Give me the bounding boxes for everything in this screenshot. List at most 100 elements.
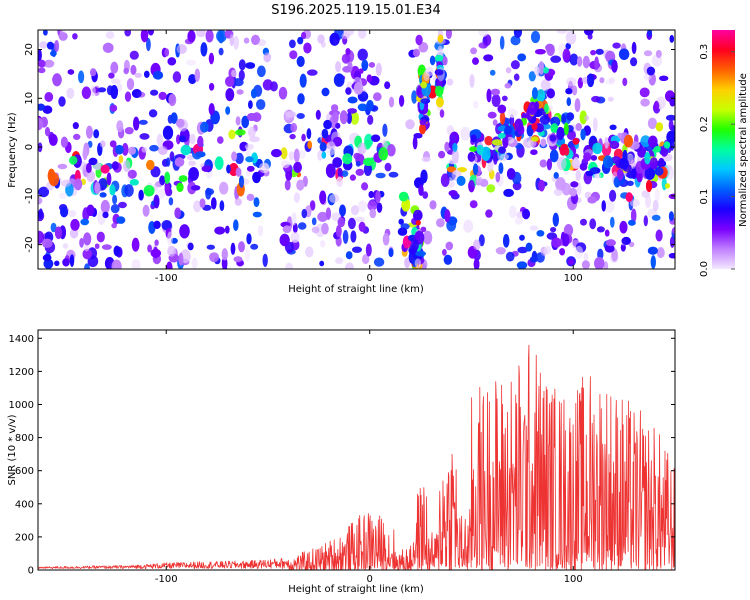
spectrogram-cell — [529, 225, 539, 231]
spectrogram-cell — [69, 155, 78, 165]
spectrogram-cell — [490, 88, 500, 96]
y-tick-label: 1200 — [9, 367, 34, 378]
spectrogram-cell — [636, 170, 643, 183]
spectrogram-cell — [643, 215, 648, 227]
spectrogram-cell — [429, 55, 436, 66]
spectrogram-cell — [235, 129, 246, 136]
spectrogram-cell — [384, 162, 392, 172]
spectrogram-cell — [319, 142, 327, 152]
spectrogram-cell — [235, 167, 242, 177]
spectrogram-cell — [98, 178, 108, 191]
spectrogram-cell — [533, 65, 540, 76]
spectrogram-cell — [306, 128, 312, 140]
spectrogram-cell — [619, 220, 628, 234]
spectrogram-cell — [646, 66, 656, 76]
spectrogram-cell — [219, 181, 229, 195]
spectrogram-cell — [323, 119, 332, 130]
spectrogram-cell — [579, 162, 588, 171]
spectrogram-cell — [622, 77, 628, 87]
spectrogram-cell — [73, 133, 81, 140]
spectrogram-cell — [70, 219, 80, 231]
spectrogram-cell — [62, 243, 69, 249]
spectrogram-cell — [594, 56, 599, 70]
spectrogram-cell — [109, 140, 117, 148]
spectrogram-cell — [139, 133, 150, 140]
spectrogram-cell — [566, 112, 575, 121]
snr-series-line — [38, 344, 675, 570]
spectrogram-cell — [285, 262, 293, 269]
spectrogram-cell — [376, 202, 383, 213]
spectrogram-cell — [645, 194, 651, 208]
spectrogram-cell — [72, 33, 78, 40]
spectrogram-cell — [176, 134, 181, 145]
spectrogram-cell — [595, 48, 604, 55]
spectrogram-cell — [74, 178, 83, 191]
spectrogram-cell — [434, 85, 444, 97]
spectrogram-cell — [375, 190, 381, 203]
spectrogram-cell — [502, 135, 509, 148]
spectrogram-cell — [289, 50, 298, 60]
spectrogram-cell — [48, 172, 60, 187]
snr-frame — [37, 329, 676, 571]
spectrogram-cell — [248, 126, 256, 138]
spectrogram-x-ticks: -100 0 100 — [155, 30, 583, 284]
spectrogram-cell — [341, 170, 349, 178]
spectrogram-cell — [244, 248, 250, 262]
spectrogram-cell — [640, 135, 651, 148]
spectrogram-cell — [473, 100, 479, 109]
spectrogram-cell — [124, 127, 134, 135]
spectrogram-cell — [99, 192, 107, 198]
spectrogram-cell — [131, 259, 141, 269]
spectrogram-cell — [569, 188, 577, 197]
spectrogram-cell — [556, 126, 565, 141]
spectrogram-cell — [596, 226, 605, 233]
spectrogram-cell — [354, 216, 365, 222]
spectrogram-cell — [189, 133, 196, 145]
spectrogram-cell — [134, 72, 142, 78]
spectrogram-cell — [583, 152, 592, 162]
spectrogram-cell — [164, 48, 170, 57]
spectrogram-cell — [335, 257, 344, 265]
spectrogram-cell — [174, 207, 181, 219]
spectrogram-cell — [297, 36, 304, 45]
spectrogram-cell — [217, 136, 224, 144]
spectrogram-cell — [321, 151, 327, 159]
spectrogram-cell — [539, 115, 551, 125]
spectrogram-cell — [191, 257, 198, 269]
spectrogram-cell — [593, 173, 602, 179]
x-tick-label: -100 — [155, 273, 178, 284]
spectrogram-cell — [188, 74, 197, 85]
spectrogram-cell — [483, 54, 494, 62]
spectrogram-cell — [127, 169, 137, 179]
spectrogram-cell — [278, 86, 288, 100]
spectrogram-cell — [501, 95, 508, 102]
spectrogram-cell — [225, 225, 230, 234]
spectrogram-cell — [517, 246, 528, 254]
y-tick-label: 400 — [15, 499, 34, 510]
spectrogram-cell — [84, 263, 90, 269]
spectrogram-cell — [259, 162, 270, 174]
spectrogram-cell — [357, 200, 367, 212]
spectrogram-cell — [164, 171, 171, 184]
spectrogram-cell — [216, 30, 227, 43]
spectrogram-cell — [559, 248, 565, 256]
spectrogram-cell — [253, 197, 260, 208]
spectrogram-cell — [245, 62, 256, 69]
spectrogram-cell — [146, 37, 151, 52]
spectrogram-cell — [194, 68, 200, 82]
spectrogram-cell — [147, 30, 154, 36]
spectrogram-cell — [245, 156, 254, 163]
spectrogram-cell — [504, 83, 512, 89]
spectrogram-cell — [530, 30, 541, 44]
spectrogram-cell — [317, 211, 328, 222]
spectrogram-cell — [581, 260, 590, 269]
spectrogram-cell — [256, 99, 266, 110]
spectrogram-cell — [436, 97, 444, 108]
spectrogram-cell — [452, 169, 461, 176]
spectrogram-cell — [644, 167, 655, 180]
spectrogram-cell — [153, 220, 161, 229]
spectrogram-cell — [643, 73, 652, 81]
spectrogram-cell — [262, 79, 273, 91]
spectrogram-cell — [565, 88, 573, 95]
spectrogram-cell — [122, 143, 129, 156]
